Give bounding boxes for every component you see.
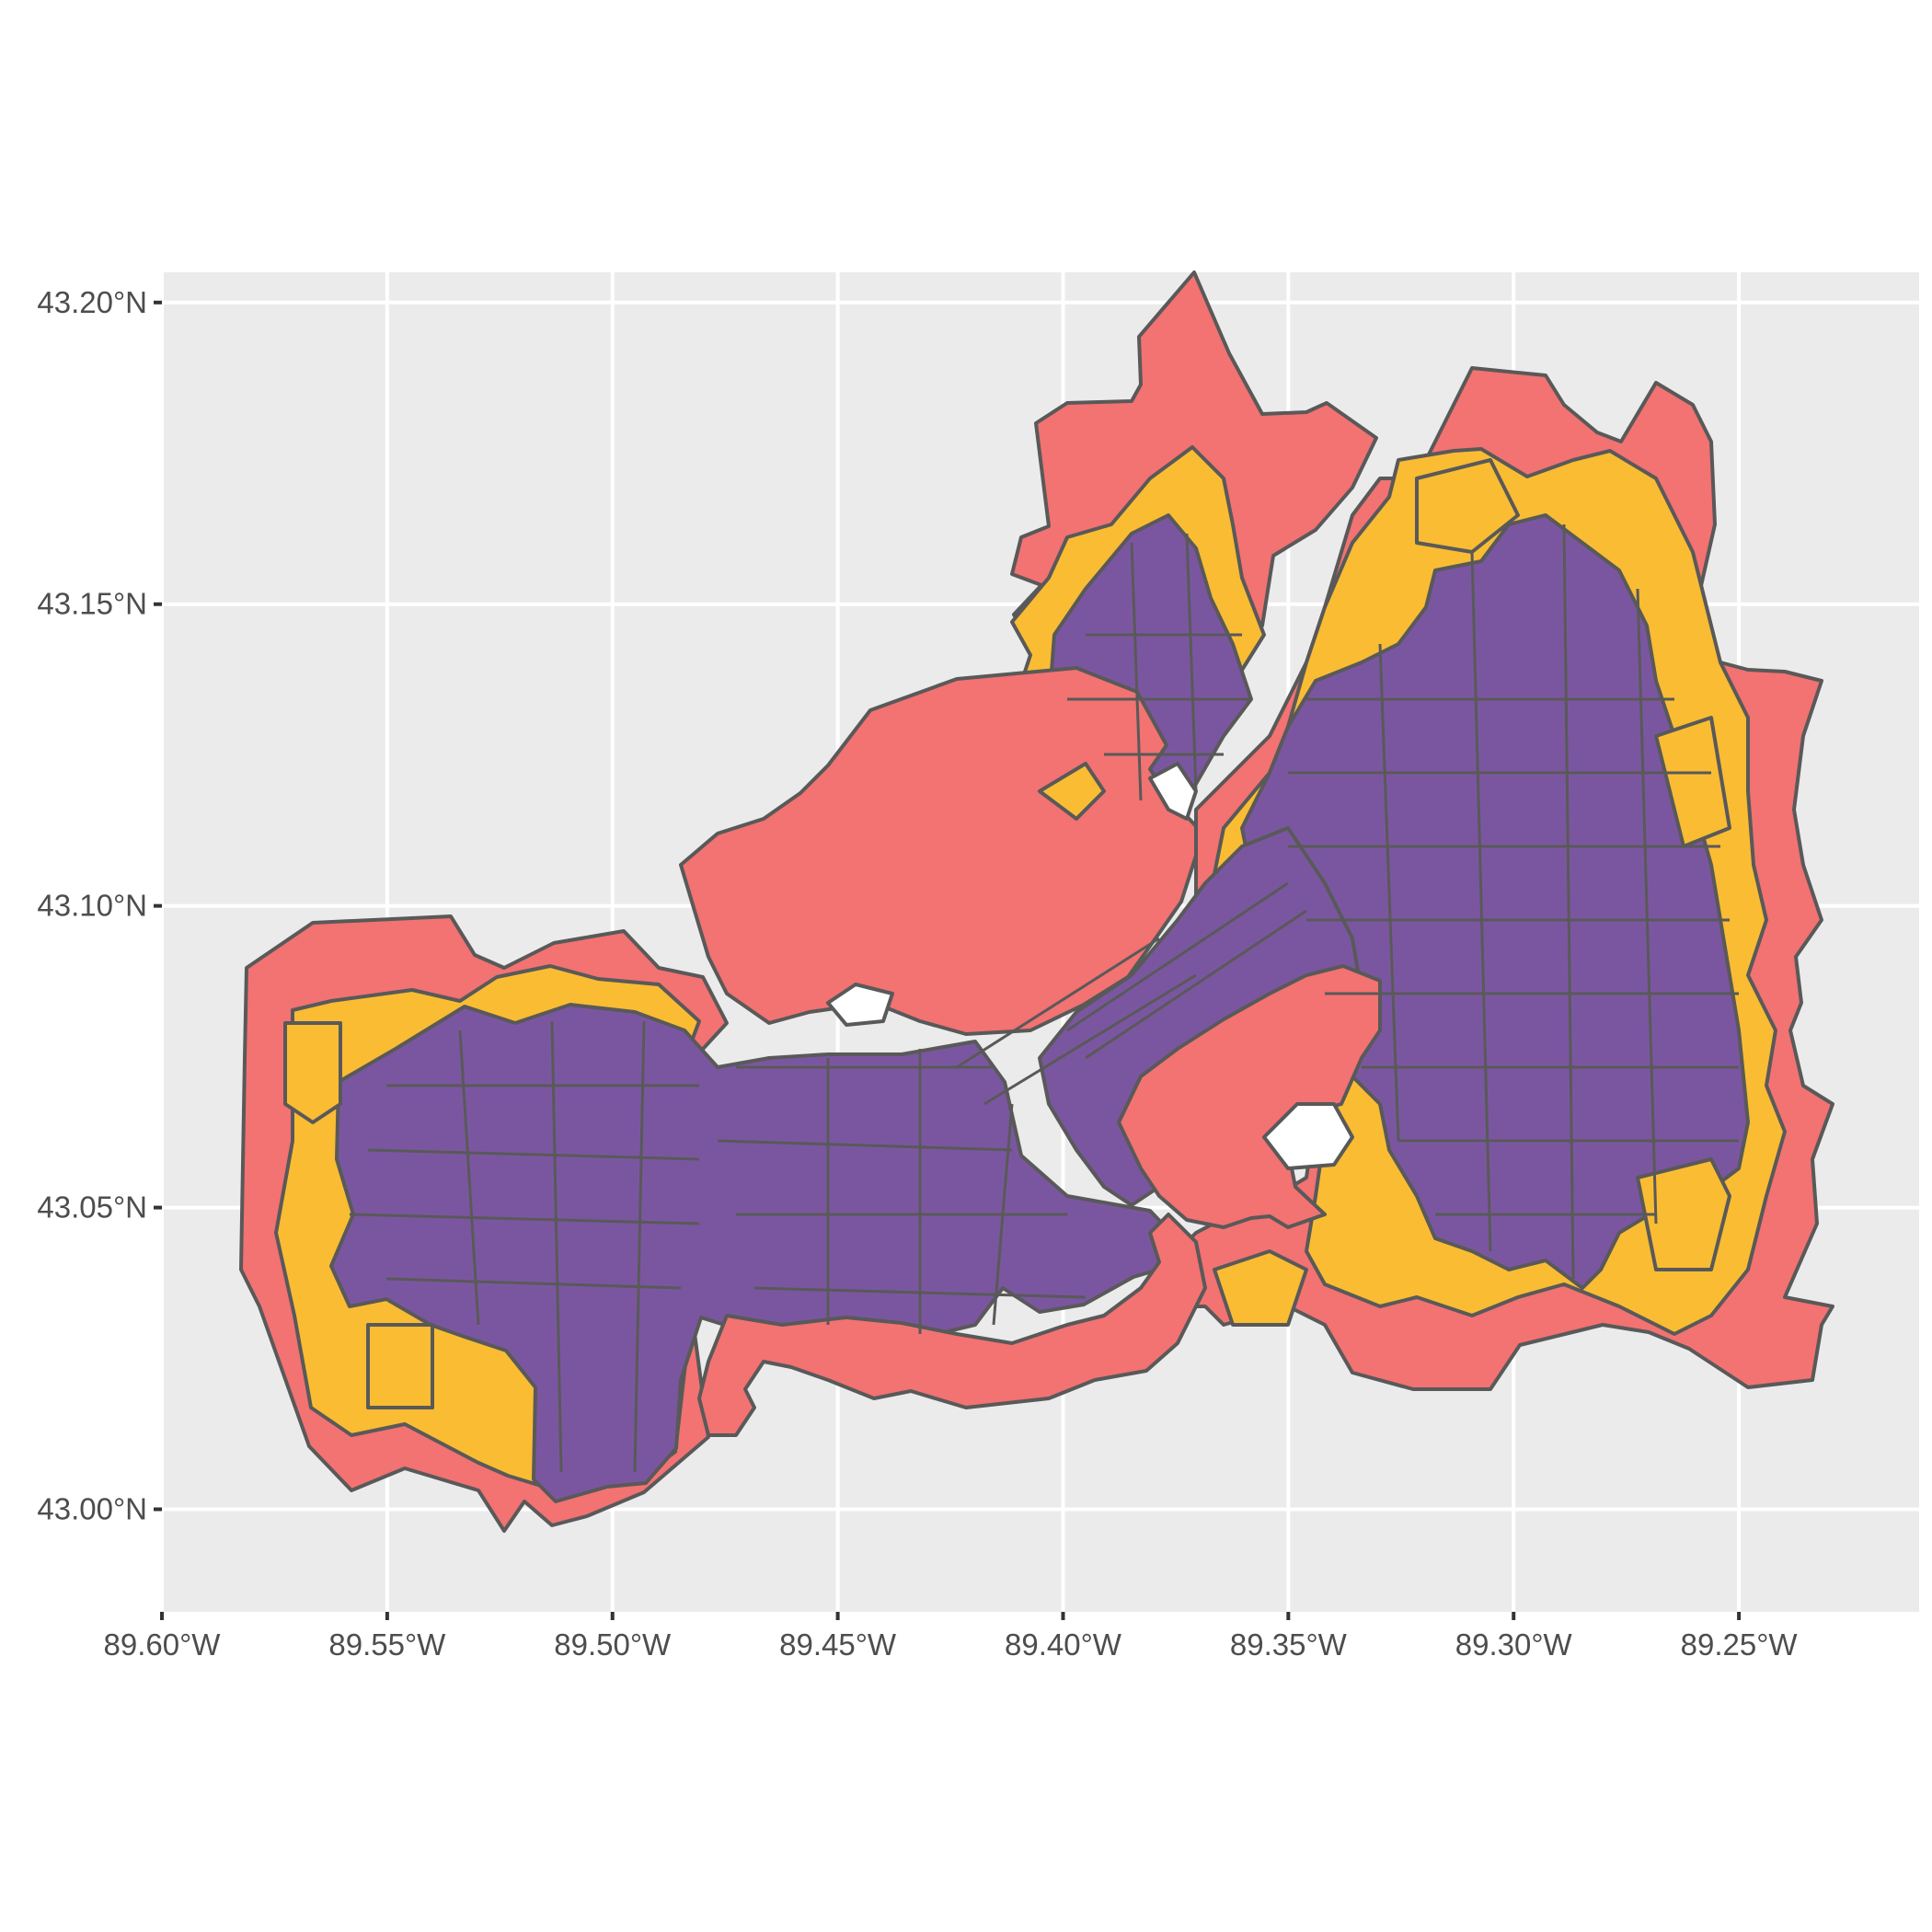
y-tick-label: 43.10°N	[37, 889, 147, 923]
tract-boundary	[633, 1020, 646, 1473]
region-patch-7	[1654, 716, 1731, 848]
tract-boundary	[1085, 909, 1307, 1060]
tract-boundary	[992, 1103, 1014, 1326]
tract-boundary	[1378, 643, 1400, 1142]
tract-boundary	[367, 1148, 700, 1161]
region-patch-5	[1038, 762, 1106, 821]
x-tick-label: 89.55°W	[328, 1627, 446, 1662]
tract-boundaries	[349, 523, 1739, 1473]
tract-boundary	[1470, 551, 1492, 1252]
water-lake-wingra	[1262, 1102, 1354, 1170]
tract-boundary	[717, 1139, 1013, 1152]
y-tick-label: 43.00°N	[37, 1492, 147, 1526]
map-regions	[239, 270, 1834, 1533]
y-tick-label: 43.20°N	[37, 285, 147, 319]
y-tick-label: 43.15°N	[37, 587, 147, 621]
water-bay-west	[826, 983, 894, 1027]
axes: 89.60°W 89.55°W 89.50°W 89.45°W 89.40°W 89.35…	[37, 285, 1798, 1662]
tract-boundary	[550, 1020, 563, 1473]
tract-boundary	[385, 1277, 682, 1290]
tract-boundary	[983, 973, 1197, 1106]
x-tick-label: 89.30°W	[1455, 1627, 1573, 1662]
region-south-outer	[697, 1213, 1207, 1437]
region-patch-3	[1213, 1249, 1308, 1327]
x-tick-label: 89.35°W	[1230, 1627, 1348, 1662]
region-patch-1	[283, 1021, 342, 1124]
region-patch-4	[1636, 1157, 1731, 1271]
region-west-core	[329, 1003, 1198, 1503]
region-patch-6	[1415, 458, 1520, 554]
y-tick-label: 43.05°N	[37, 1190, 147, 1225]
x-tick-label: 89.45°W	[779, 1627, 897, 1662]
x-tick-label: 89.40°W	[1005, 1627, 1122, 1662]
water-bay-north	[1148, 762, 1198, 821]
tract-boundary	[1185, 533, 1198, 792]
tract-boundary	[458, 1029, 480, 1326]
region-patch-2	[366, 1323, 434, 1409]
x-tick-label: 89.25°W	[1681, 1627, 1799, 1662]
tract-boundary	[1636, 588, 1658, 1225]
x-tick-label: 89.50°W	[554, 1627, 672, 1662]
tract-boundary	[1562, 523, 1575, 1280]
tract-boundary	[956, 937, 1160, 1069]
region-east-core	[1240, 513, 1750, 1290]
tract-boundary	[1130, 542, 1143, 801]
x-tick-label: 89.60°W	[104, 1627, 222, 1662]
tract-boundary	[1066, 881, 1289, 1032]
